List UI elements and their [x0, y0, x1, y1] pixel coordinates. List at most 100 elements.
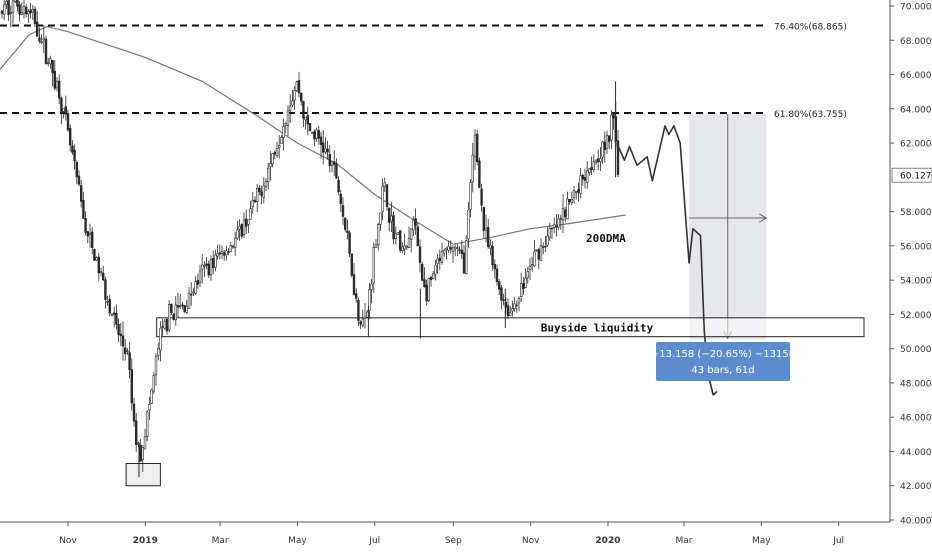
candle-body	[368, 289, 371, 311]
candle-body	[519, 283, 523, 297]
candle-body	[291, 100, 294, 106]
candle-body	[288, 105, 292, 111]
candle-body	[214, 254, 217, 268]
candle-body	[616, 140, 620, 175]
candle-body	[229, 245, 232, 252]
candle-body	[403, 245, 406, 250]
candle-body	[469, 182, 472, 210]
candle-body	[478, 160, 481, 188]
candle-body	[539, 245, 543, 261]
candle-body	[427, 278, 430, 301]
candle-body	[506, 305, 510, 317]
candle-body	[190, 293, 193, 296]
candle-body	[568, 199, 571, 203]
time-tick-label: Jul	[832, 536, 844, 546]
candle-body	[64, 106, 68, 115]
buyside-liquidity-label: Buyside liquidity	[541, 321, 654, 334]
candle-body	[91, 231, 94, 248]
candle-body	[592, 161, 596, 170]
candle-body	[242, 219, 246, 235]
candle-body	[110, 313, 114, 316]
candle-body	[299, 92, 303, 102]
candle-body	[596, 158, 600, 163]
fib-level-label: 76.40%(68.865)	[774, 22, 847, 32]
candle-body	[546, 235, 549, 246]
candle-body	[84, 218, 87, 233]
candle-body	[249, 208, 252, 220]
candle-body	[572, 190, 576, 198]
candle-body	[38, 37, 41, 42]
candle-body	[387, 207, 391, 223]
candle-body	[203, 265, 206, 267]
candle-body	[198, 270, 202, 284]
candle-body	[201, 264, 204, 270]
swing-low-box[interactable]	[125, 462, 161, 487]
candle-body	[223, 252, 226, 256]
candle-body	[104, 279, 107, 300]
candle-body	[253, 199, 257, 203]
candle-body	[491, 246, 494, 265]
candle-body	[73, 149, 76, 162]
candle-body	[152, 375, 155, 392]
candle-body	[460, 249, 463, 255]
candle-body	[168, 303, 171, 330]
candle-body	[374, 244, 378, 248]
candle-body	[157, 347, 160, 356]
candle-body	[273, 152, 276, 155]
candle-body	[370, 283, 373, 291]
candle-body	[150, 389, 153, 404]
candle-body	[442, 250, 446, 254]
candle-body	[447, 245, 450, 251]
buyside-liquidity-zone[interactable]	[156, 317, 865, 338]
price-axis-background	[890, 0, 932, 550]
candle-body	[154, 355, 158, 376]
candle-body	[339, 193, 342, 204]
price-tick-label: 66.000	[900, 71, 932, 81]
price-tick-label: 58.000	[900, 208, 932, 218]
candle-body	[251, 200, 254, 207]
candle-body	[20, 12, 23, 15]
candle-body	[148, 404, 151, 411]
candle-body	[352, 274, 356, 295]
measure-tool[interactable]	[689, 113, 768, 340]
candle-body	[405, 245, 408, 248]
candle-body	[365, 311, 369, 318]
price-tick-label: 48.000	[900, 379, 932, 389]
candle-body	[594, 160, 598, 163]
candle-body	[599, 158, 602, 162]
candle-body	[434, 264, 437, 275]
candle-body	[209, 259, 213, 276]
candle-body	[35, 21, 39, 37]
candle-body	[192, 291, 195, 294]
candle-body	[22, 6, 26, 14]
candle-body	[515, 304, 519, 307]
candle-body	[420, 263, 424, 281]
candle-body	[55, 80, 59, 89]
candle-body	[240, 224, 243, 237]
candle-body	[75, 162, 79, 178]
candle-body	[495, 268, 499, 282]
candle-body	[27, 11, 30, 15]
measure-change-text: −13.158 (−20.65%) −13158	[651, 349, 795, 360]
candle-body	[467, 209, 470, 240]
candle-body	[317, 130, 320, 139]
candle-body	[445, 248, 448, 251]
candle-body	[458, 249, 461, 252]
ma-200-line[interactable]	[0, 25, 626, 245]
projected-path-line[interactable]	[616, 125, 718, 396]
price-axis[interactable]: 40.000 42.000 44.000 46.000 48.000 50.000 52.0…	[889, 0, 932, 550]
time-tick-label: 2019	[133, 536, 158, 546]
candle-body	[418, 246, 422, 263]
measure-info-box[interactable]	[656, 342, 790, 381]
candle-body	[328, 154, 331, 166]
candle-body	[570, 199, 574, 204]
time-tick-label: Sep	[445, 536, 462, 546]
candle-body	[18, 4, 21, 15]
candle-body	[179, 305, 182, 307]
time-axis[interactable]: Nov 2019 Mar May Jul Sep Nov 2020 Mar May Jul	[0, 521, 890, 550]
candle-body	[71, 145, 74, 153]
candle-body	[282, 126, 285, 138]
candle-body	[275, 148, 279, 156]
